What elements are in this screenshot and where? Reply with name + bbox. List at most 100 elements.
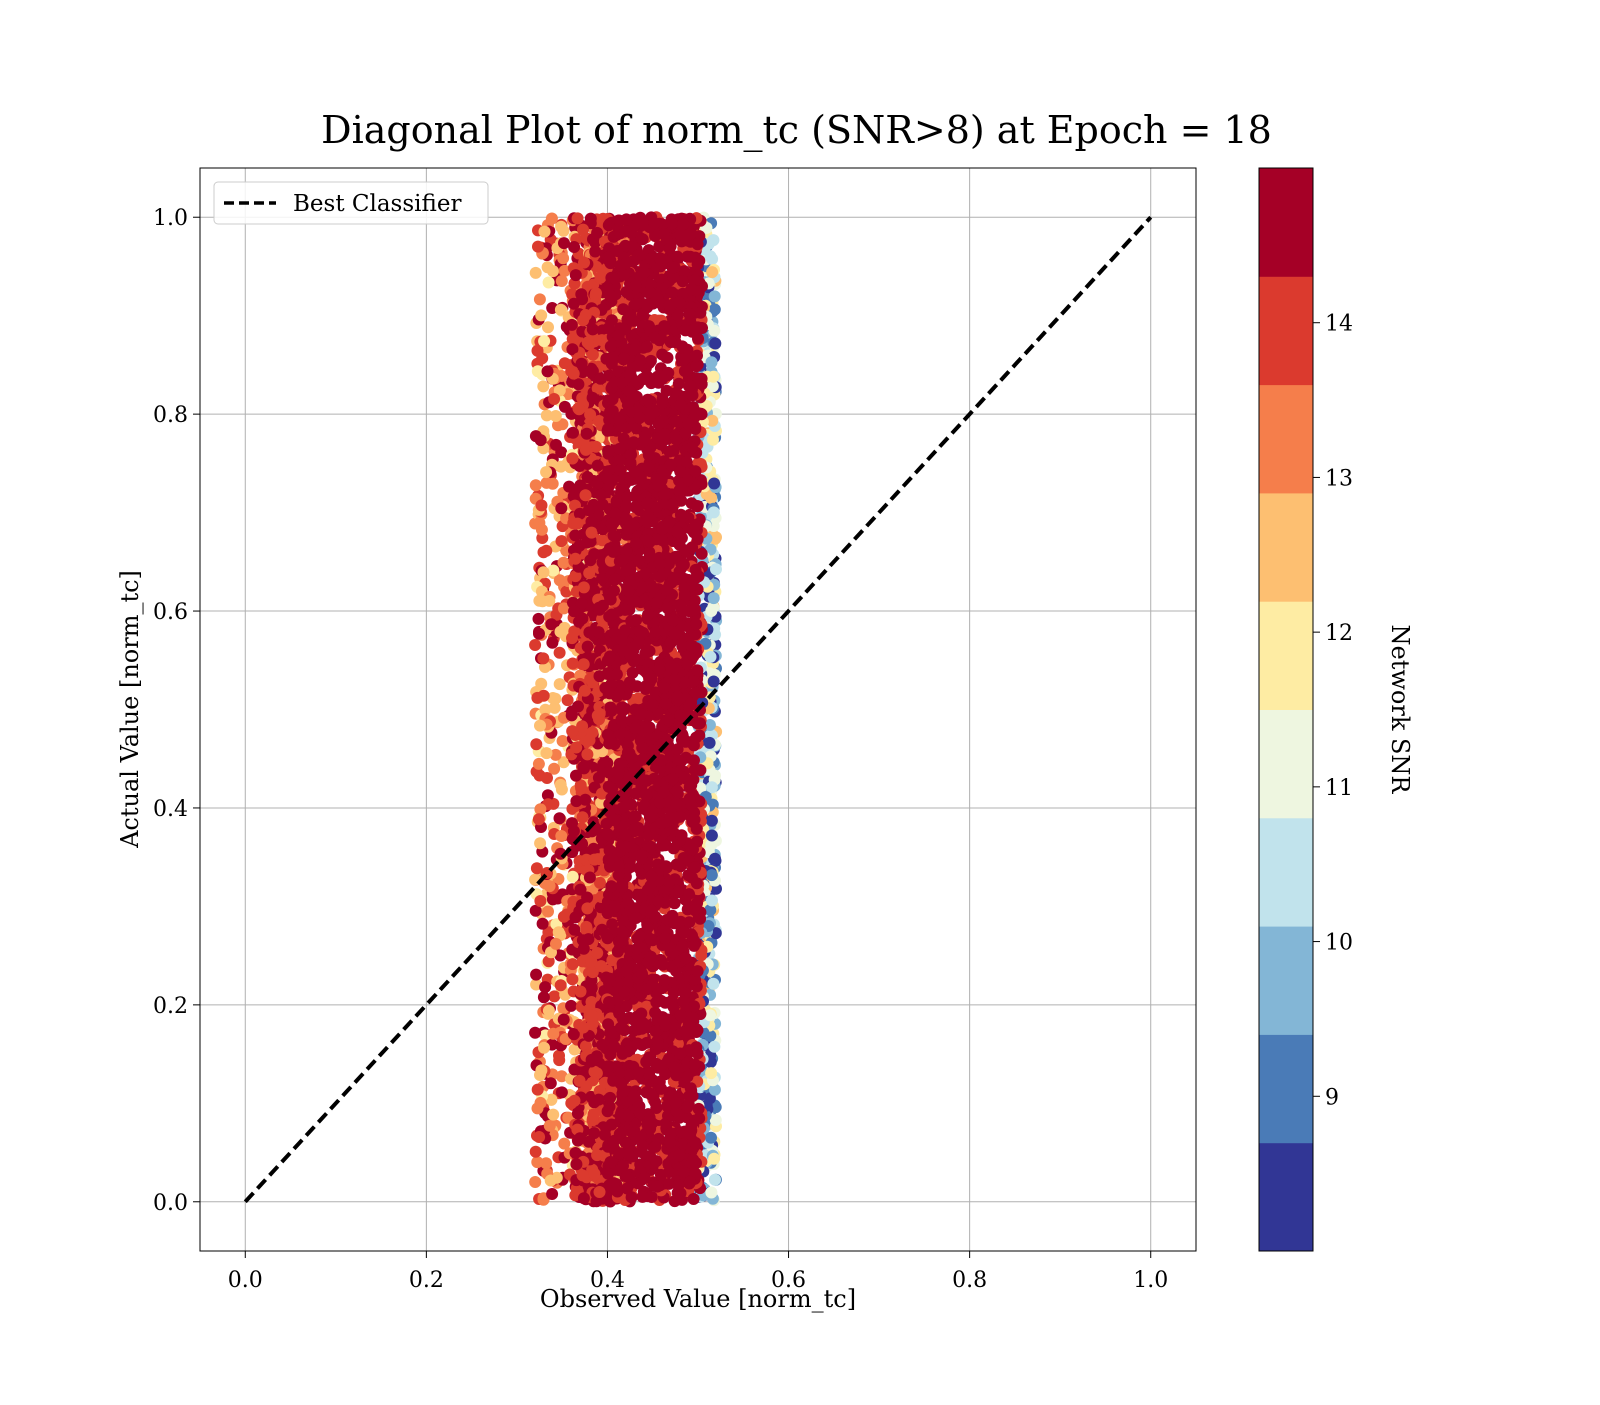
scatter-point [581, 892, 593, 904]
scatter-point [538, 991, 550, 1003]
scatter-point [530, 969, 542, 981]
scatter-point [575, 782, 587, 794]
scatter-point [566, 817, 578, 829]
scatter-point [556, 784, 568, 796]
scatter-point [562, 694, 574, 706]
scatter-point [538, 546, 550, 558]
scatter-point [536, 524, 548, 536]
scatter-point [537, 595, 549, 607]
scatter-point [587, 349, 599, 361]
scatter-point [541, 772, 553, 784]
scatter-point [558, 1014, 570, 1026]
scatter-point [584, 554, 596, 566]
scatter-point [710, 563, 722, 575]
scatter-point [543, 277, 555, 289]
scatter-point [708, 506, 720, 518]
scatter-point [554, 812, 566, 824]
scatter-point [592, 460, 604, 472]
scatter-point [591, 947, 603, 959]
scatter-point [534, 895, 546, 907]
scatter-point [535, 434, 547, 446]
scatter-point [705, 651, 717, 663]
scatter-point [688, 940, 700, 952]
scatter-point [535, 309, 547, 321]
scatter-point [705, 492, 717, 504]
scatter-point [593, 415, 605, 427]
scatter-point [586, 527, 598, 539]
scatter-point [587, 392, 599, 404]
scatter-point [581, 428, 593, 440]
scatter-point [581, 902, 593, 914]
scatter-point [706, 869, 718, 881]
scatter-point [566, 632, 578, 644]
scatter-point [568, 368, 580, 380]
scatter-point [546, 1188, 558, 1200]
scatter-point [555, 502, 567, 514]
scatter-point [530, 479, 542, 491]
scatter-point [567, 871, 579, 883]
scatter-point [591, 1149, 603, 1161]
scatter-point [555, 979, 567, 991]
scatter-point [586, 516, 598, 528]
scatter-point [706, 895, 718, 907]
scatter-point [577, 1169, 589, 1181]
scatter-point [555, 830, 567, 842]
scatter-point [548, 393, 560, 405]
scatter-point [705, 1132, 717, 1144]
scatter-point [536, 499, 548, 511]
scatter-point [580, 489, 592, 501]
scatter-point [583, 504, 595, 516]
scatter-point [582, 641, 594, 653]
scatter-point [541, 477, 553, 489]
scatter-point [558, 1138, 570, 1150]
scatter-point [568, 605, 580, 617]
scatter-point [533, 1131, 545, 1143]
scatter-point [586, 1054, 598, 1066]
scatter-point [538, 1042, 550, 1054]
scatter-point [547, 893, 559, 905]
scatter-point [570, 911, 582, 923]
scatter-point [554, 678, 566, 690]
scatter-point [574, 1075, 586, 1087]
scatter-point [578, 581, 590, 593]
scatter-point [557, 735, 569, 747]
scatter-point [556, 275, 568, 287]
scatter-point [576, 293, 588, 305]
scatter-point [555, 221, 567, 233]
scatter-point [594, 708, 606, 720]
scatter-point [568, 924, 580, 936]
scatter-point [549, 693, 561, 705]
scatter-point [582, 337, 594, 349]
scatter-point [543, 1005, 555, 1017]
scatter-point [547, 1028, 559, 1040]
scatter-point [542, 365, 554, 377]
scatter-point [570, 742, 582, 754]
scatter-point [547, 1109, 559, 1121]
scatter-point [568, 241, 580, 253]
scatter-point [558, 557, 570, 569]
scatter-point [708, 592, 720, 604]
scatter-point [542, 906, 554, 918]
scatter-point [572, 402, 584, 414]
scatter-point [595, 960, 607, 972]
scatter-point [706, 815, 718, 827]
scatter-point [565, 1000, 577, 1012]
scatter-point [594, 877, 606, 889]
scatter-point [534, 837, 546, 849]
scatter-point [540, 1157, 552, 1169]
scatter-point [706, 356, 718, 368]
scatter-point [586, 982, 598, 994]
scatter-point [546, 637, 558, 649]
scatter-point [535, 678, 547, 690]
scatter-point [533, 813, 545, 825]
scatter-point [569, 529, 581, 541]
scatter-point [555, 626, 567, 638]
scatter-point [688, 1193, 700, 1205]
scatter-point [550, 938, 562, 950]
scatter-point [583, 626, 595, 638]
scatter-point [577, 811, 589, 823]
scatter-point [576, 720, 588, 732]
scatter-point [530, 1146, 542, 1158]
